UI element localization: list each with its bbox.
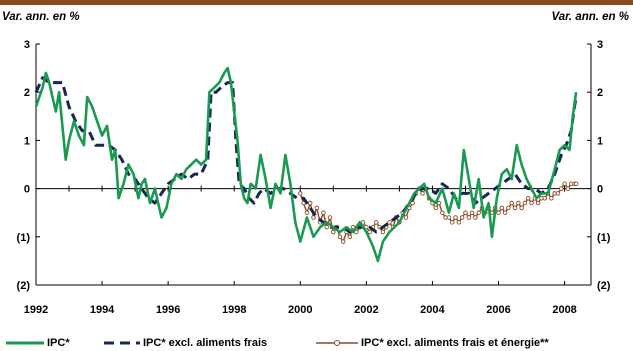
legend-item-ipc-excl-frais: IPC* excl. aliments frais: [104, 337, 267, 349]
series-ipc-excl-frais-energie-marker-25: [380, 229, 386, 235]
series-ipc-excl-frais-energie-marker-48: [456, 220, 462, 225]
series-ipc-excl-frais-energie-marker-50: [463, 210, 468, 215]
y-tick-label-left-3: 0: [24, 184, 30, 196]
series-ipc-excl-frais-energie-marker-21: [367, 229, 372, 235]
chart-legend: IPC* IPC* excl. aliments frais IPC* excl…: [0, 337, 633, 351]
x-tick-label-6: 2004: [420, 304, 445, 316]
series-ipc-excl-frais-energie-marker-32: [403, 215, 409, 220]
legend-swatch-ipc-excl-frais-energie: [316, 340, 358, 346]
series-ipc-excl-frais-energie-marker-4: [311, 215, 316, 220]
series-ipc-excl-frais-energie-marker-49: [459, 215, 465, 220]
legend-swatch-ipc: [6, 341, 44, 345]
series-ipc-excl-frais-energie-marker-60: [496, 210, 501, 215]
series-ipc-excl-frais-energie-marker-41: [433, 205, 438, 211]
series-ipc-excl-frais-energie-marker-45: [446, 215, 452, 220]
top-border-bar: [0, 0, 633, 5]
x-tick-label-4: 2000: [288, 304, 312, 316]
series-ipc-line: [34, 66, 578, 263]
y-tick-label-left-2: 1: [24, 135, 30, 147]
series-ipc-excl-frais-energie-marker-2: [304, 210, 310, 215]
series-ipc-excl-frais-energie-marker-5: [314, 205, 320, 211]
series-ipc-excl-frais-energie-marker-15: [347, 234, 353, 240]
series-ipc-excl-frais-energie-marker-70: [529, 200, 534, 206]
x-tick-label-1: 1994: [90, 304, 115, 316]
series-ipc-excl-frais-energie-marker-43: [440, 210, 445, 215]
legend-label-ipc: IPC*: [47, 337, 70, 349]
y-tick-label-left-0: 3: [24, 39, 30, 51]
x-tick-label-5: 2002: [354, 304, 378, 316]
y-tick-label-right-0: 3: [597, 39, 603, 51]
series-ipc-excl-frais-energie-marker-8: [324, 224, 329, 230]
y-tick-label-right-2: 1: [597, 135, 603, 147]
series-ipc-excl-frais-energie-marker-3: [307, 200, 313, 206]
series-ipc-excl-frais-energie-marker-37: [420, 191, 425, 196]
series-ipc-excl-frais-energie-marker-27: [387, 220, 392, 225]
series-ipc-excl-frais-energie-marker-52: [469, 210, 475, 215]
y-tick-label-left-5: (2): [17, 280, 31, 292]
series-ipc-excl-frais-energie-marker-84: [573, 181, 579, 187]
series-ipc-excl-frais-energie-marker-61: [499, 205, 505, 211]
series-ipc-excl-frais-energie-marker-81: [565, 186, 571, 191]
y-tick-label-right-3: 0: [597, 184, 603, 196]
x-tick-label-3: 1998: [222, 304, 246, 316]
series-ipc-excl-frais-energie-marker-12: [337, 234, 343, 240]
x-tick-label-0: 1992: [24, 304, 48, 316]
y-axis-unit-label-left: Var. ann. en %: [2, 11, 80, 23]
series-ipc-excl-frais-energie-marker-34: [410, 200, 415, 206]
series-ipc-excl-frais-energie-marker-62: [502, 210, 508, 215]
series-ipc-excl-frais-energie-marker-47: [453, 215, 458, 220]
series-ipc-excl-frais-energie-marker-76: [549, 195, 554, 201]
series-ipc-excl-frais-energie-marker-51: [466, 215, 472, 220]
y-tick-label-left-4: (1): [17, 232, 31, 244]
series-ipc-excl-frais-energie-marker-69: [525, 195, 531, 201]
y-tick-label-right-1: 2: [597, 87, 603, 99]
series-ipc-excl-frais-energie-marker-65: [512, 205, 518, 211]
series-ipc-excl-frais-energie-marker-53: [473, 215, 478, 220]
legend-item-ipc: IPC*: [6, 337, 70, 349]
legend-label-ipc-excl-frais: IPC* excl. aliments frais: [143, 337, 268, 349]
legend-item-ipc-excl-frais-energie: IPC* excl. aliments frais et énergie**: [316, 337, 549, 349]
series-ipc-excl-frais-energie-marker-7: [321, 210, 326, 215]
y-tick-label-right-5: (2): [597, 280, 611, 292]
series-ipc-excl-frais-energie-marker-23: [374, 220, 379, 225]
x-tick-label-2: 1996: [156, 304, 180, 316]
series-ipc-excl-frais-energie-marker-13: [340, 239, 346, 244]
series-ipc-excl-frais-energie-marker-66: [516, 200, 521, 206]
legend-label-ipc-excl-frais-energie: IPC* excl. aliments frais et énergie**: [361, 337, 549, 349]
series-ipc-excl-frais-energie-marker-74: [542, 195, 548, 201]
y-tick-label-left-1: 2: [24, 87, 30, 99]
legend-swatch-ipc-excl-frais: [104, 341, 140, 345]
series-ipc-excl-frais-energie-marker-68: [522, 200, 528, 206]
series-ipc-excl-frais-energie-marker-72: [535, 200, 541, 206]
series-ipc-excl-frais-energie-marker-67: [519, 205, 524, 211]
series-ipc-excl-frais-energie-marker-0: [298, 191, 303, 196]
series-ipc-excl-frais-energie-marker-80: [562, 181, 567, 187]
series-ipc-excl-frais-energie-marker-46: [450, 220, 455, 225]
series-ipc-excl-frais-energie-marker-79: [559, 186, 564, 191]
series-ipc-excl-frais-energie-marker-9: [327, 215, 333, 220]
series-ipc-excl-frais-energie-marker-64: [509, 200, 514, 206]
y-tick-label-right-4: (1): [597, 232, 611, 244]
series-ipc-excl-frais-energie-marker-10: [331, 229, 336, 235]
series-ipc-excl-frais-energie-marker-63: [506, 205, 511, 211]
series-ipc-excl-frais-energie-marker-78: [555, 191, 561, 196]
series-ipc-excl-frais-energie-marker-54: [476, 210, 481, 215]
y-axis-unit-label-right: Var. ann. en %: [551, 11, 629, 23]
x-tick-label-7: 2006: [486, 304, 510, 316]
series-ipc-excl-frais-energie-marker-42: [436, 200, 442, 206]
x-tick-label-8: 2008: [552, 304, 576, 316]
